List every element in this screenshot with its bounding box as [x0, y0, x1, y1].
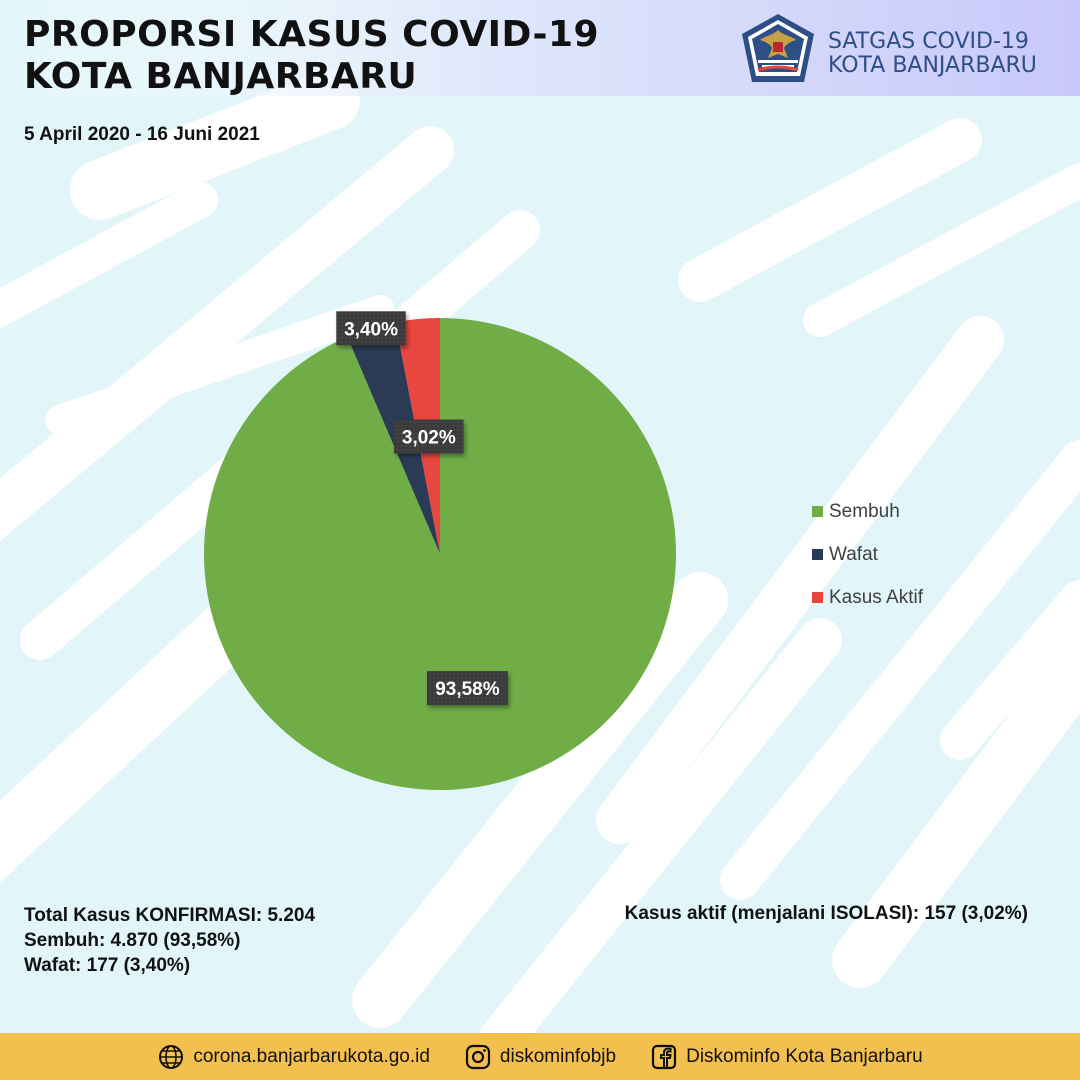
- svg-text:3,40%: 3,40%: [344, 319, 398, 340]
- instagram-icon: [465, 1044, 491, 1069]
- svg-text:93,58%: 93,58%: [435, 679, 500, 700]
- active-cases: Kasus aktif (menjalani ISOLASI): 157 (3,…: [624, 903, 1028, 924]
- legend-item-kasus-aktif: Kasus Aktif: [812, 576, 962, 619]
- footer-instagram[interactable]: diskominfobjb: [464, 1043, 616, 1071]
- footer-website[interactable]: corona.banjarbarukota.go.id: [157, 1043, 430, 1071]
- death-cases: Wafat: 177 (3,40%): [24, 955, 191, 976]
- page-title: PROPORSI KASUS COVID-19 KOTA BANJARBARU: [24, 14, 599, 98]
- facebook-icon: [651, 1044, 677, 1069]
- case-summary: Total Kasus KONFIRMASI: 5.204 Sembuh: 4.…: [24, 903, 315, 978]
- data-label-wafat: 3,40%: [336, 311, 406, 346]
- data-label-kasus-aktif: 3,02%: [394, 419, 464, 454]
- recovered-cases: Sembuh: 4.870 (93,58%): [24, 930, 241, 951]
- brand-text: SATGAS COVID-19 KOTA BANJARBARU: [828, 30, 1037, 78]
- footer-bar: corona.banjarbarukota.go.id diskominfobj…: [0, 1033, 1080, 1080]
- legend-label-sembuh: Sembuh: [829, 500, 900, 522]
- title-line-2: KOTA BANJARBARU: [24, 56, 418, 97]
- legend-label-kasus-aktif: Kasus Aktif: [829, 586, 923, 608]
- brand-line-1: SATGAS COVID-19: [828, 29, 1029, 54]
- legend-item-wafat: Wafat: [812, 533, 962, 576]
- data-label-sembuh: 93,58%: [426, 671, 508, 706]
- legend-swatch-sembuh: [812, 506, 823, 517]
- garuda-emblem-icon: [742, 14, 814, 82]
- website-url: corona.banjarbarukota.go.id: [193, 1045, 430, 1067]
- svg-text:3,02%: 3,02%: [402, 428, 456, 449]
- date-range: 5 April 2020 - 16 Juni 2021: [24, 124, 260, 145]
- globe-icon: [159, 1044, 184, 1069]
- title-line-1: PROPORSI KASUS COVID-19: [24, 14, 600, 55]
- legend-swatch-wafat: [812, 549, 823, 560]
- brand-logo: SATGAS COVID-19 KOTA BANJARBARU: [738, 12, 1068, 88]
- legend-swatch-kasus-aktif: [812, 592, 823, 603]
- chart-legend: Sembuh Wafat Kasus Aktif: [812, 490, 962, 619]
- instagram-handle: diskominfobjb: [499, 1045, 617, 1067]
- facebook-page: Diskominfo Kota Banjarbaru: [686, 1045, 923, 1067]
- total-cases: Total Kasus KONFIRMASI: 5.204: [24, 905, 316, 926]
- pie-slice-sembuh: [204, 318, 677, 790]
- brand-line-2: KOTA BANJARBARU: [828, 53, 1037, 78]
- legend-item-sembuh: Sembuh: [812, 490, 962, 533]
- pie-slice-wafat: [347, 322, 440, 554]
- footer-facebook[interactable]: Diskominfo Kota Banjarbaru: [650, 1043, 923, 1071]
- legend-label-wafat: Wafat: [829, 543, 878, 565]
